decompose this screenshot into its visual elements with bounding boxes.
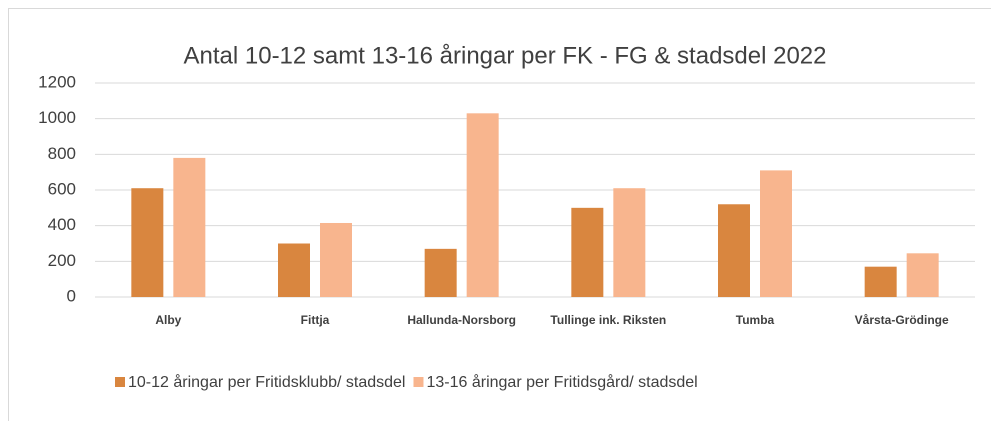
x-tick-label: Tullinge ink. Riksten bbox=[550, 313, 666, 327]
bar bbox=[425, 249, 457, 297]
bar bbox=[467, 113, 499, 297]
y-tick-label: 0 bbox=[67, 286, 76, 305]
bar bbox=[173, 158, 205, 297]
bar bbox=[571, 208, 603, 297]
y-tick-label: 1200 bbox=[38, 72, 76, 91]
legend-swatch bbox=[413, 377, 423, 387]
bar bbox=[278, 244, 310, 298]
legend-label: 10-12 åringar per Fritidsklubb/ stadsdel bbox=[128, 373, 405, 391]
legend-label: 13-16 åringar per Fritidsgård/ stadsdel bbox=[426, 373, 697, 391]
bar bbox=[131, 188, 163, 297]
bar bbox=[718, 204, 750, 297]
y-tick-label: 1000 bbox=[38, 108, 76, 127]
bar bbox=[865, 267, 897, 297]
y-tick-label: 600 bbox=[48, 179, 76, 198]
y-tick-label: 200 bbox=[48, 251, 76, 270]
chart-title: Antal 10-12 samt 13-16 åringar per FK - … bbox=[184, 42, 827, 69]
x-tick-label: Vårsta-Grödinge bbox=[855, 313, 949, 327]
bar bbox=[320, 223, 352, 297]
bar bbox=[613, 188, 645, 297]
x-tick-label: Alby bbox=[155, 313, 181, 327]
x-tick-label: Tumba bbox=[736, 313, 775, 327]
y-tick-label: 400 bbox=[48, 215, 76, 234]
x-tick-label: Fittja bbox=[301, 313, 330, 327]
y-tick-label: 800 bbox=[48, 144, 76, 163]
x-tick-label: Hallunda-Norsborg bbox=[407, 313, 516, 327]
bar bbox=[760, 170, 792, 297]
bar bbox=[907, 253, 939, 297]
legend-swatch bbox=[115, 377, 125, 387]
